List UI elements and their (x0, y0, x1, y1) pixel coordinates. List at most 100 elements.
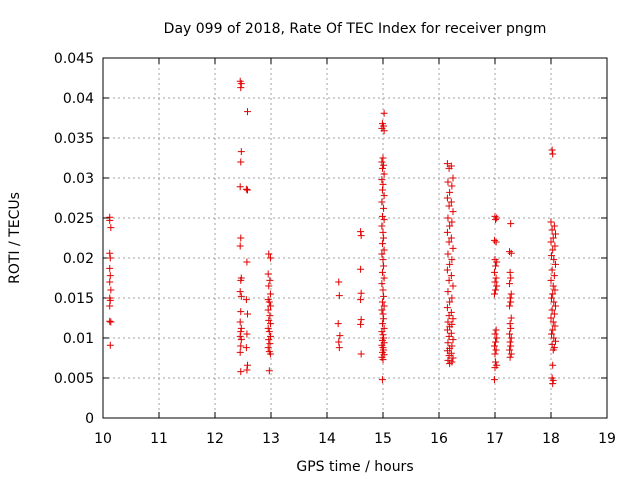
data-point (549, 326, 557, 334)
data-point (548, 146, 556, 154)
data-point (444, 356, 452, 364)
data-point (507, 334, 515, 342)
data-point (335, 278, 343, 286)
data-point (106, 302, 114, 310)
data-point (237, 292, 245, 300)
data-point (378, 268, 386, 276)
data-point (266, 290, 274, 298)
data-point (378, 222, 386, 230)
data-point (378, 164, 386, 172)
x-tick-label: 12 (206, 431, 224, 447)
data-point (266, 332, 274, 340)
data-point (549, 282, 557, 290)
data-point (549, 234, 557, 242)
x-tick-label: 17 (486, 431, 504, 447)
data-point (379, 331, 387, 339)
data-point (549, 346, 557, 354)
data-point (548, 306, 556, 314)
data-point (380, 204, 388, 212)
data-point (447, 198, 455, 206)
data-point (551, 242, 559, 250)
data-point (506, 302, 514, 310)
data-point (443, 347, 451, 355)
data-point (492, 326, 500, 334)
data-point (492, 346, 500, 354)
data-point (491, 364, 499, 372)
data-point (335, 292, 343, 300)
data-point (106, 272, 114, 280)
data-point (443, 160, 451, 168)
data-point (243, 361, 251, 369)
data-point (547, 238, 555, 246)
data-point (237, 84, 245, 92)
data-point (264, 270, 272, 278)
data-point (237, 276, 245, 284)
y-tick-label: 0.01 (63, 331, 94, 347)
data-point (378, 186, 386, 194)
data-point (445, 352, 453, 360)
data-point (449, 315, 457, 323)
data-point (380, 192, 388, 200)
data-point (491, 212, 499, 220)
data-point (551, 302, 559, 310)
data-point (548, 266, 556, 274)
data-point (357, 265, 365, 273)
data-point (549, 376, 557, 384)
data-point (445, 276, 453, 284)
data-point (449, 174, 457, 182)
data-point (264, 324, 272, 332)
data-point (237, 368, 245, 376)
data-point (378, 176, 386, 184)
data-point (357, 289, 365, 297)
data-point (507, 350, 515, 358)
data-point (444, 214, 452, 222)
data-point (506, 248, 514, 256)
data-point (335, 344, 343, 352)
data-point (380, 274, 388, 282)
data-point (449, 282, 457, 290)
data-point (549, 361, 557, 369)
x-tick-label: 18 (542, 431, 560, 447)
data-point (506, 320, 514, 328)
data-point (243, 310, 251, 318)
data-point (357, 228, 365, 236)
data-point (449, 336, 457, 344)
data-point (334, 320, 342, 328)
data-point (507, 324, 515, 332)
data-point (107, 286, 115, 294)
data-point (547, 314, 555, 322)
data-point (106, 296, 114, 304)
data-point (265, 298, 273, 306)
data-point (548, 330, 556, 338)
data-point (266, 340, 274, 348)
data-point (443, 326, 451, 334)
data-point (266, 350, 274, 358)
data-point (506, 338, 514, 346)
data-point (550, 298, 558, 306)
data-point (551, 230, 559, 238)
data-point (444, 288, 452, 296)
data-point (492, 238, 500, 246)
data-point (549, 150, 557, 158)
data-point (243, 108, 251, 116)
data-point (336, 332, 344, 340)
data-point (242, 185, 250, 193)
x-tick-label: 11 (150, 431, 168, 447)
data-point (380, 216, 388, 224)
data-point (378, 198, 386, 206)
data-point (106, 264, 114, 272)
data-point (379, 228, 387, 236)
data-point (379, 286, 387, 294)
data-point (106, 216, 114, 224)
data-point (378, 280, 386, 288)
data-point (265, 316, 273, 324)
data-point (242, 296, 250, 304)
data-point (444, 178, 452, 186)
data-point (379, 256, 387, 264)
data-point (378, 250, 386, 258)
data-point (265, 336, 273, 344)
data-point (492, 262, 500, 270)
data-point (493, 214, 501, 222)
